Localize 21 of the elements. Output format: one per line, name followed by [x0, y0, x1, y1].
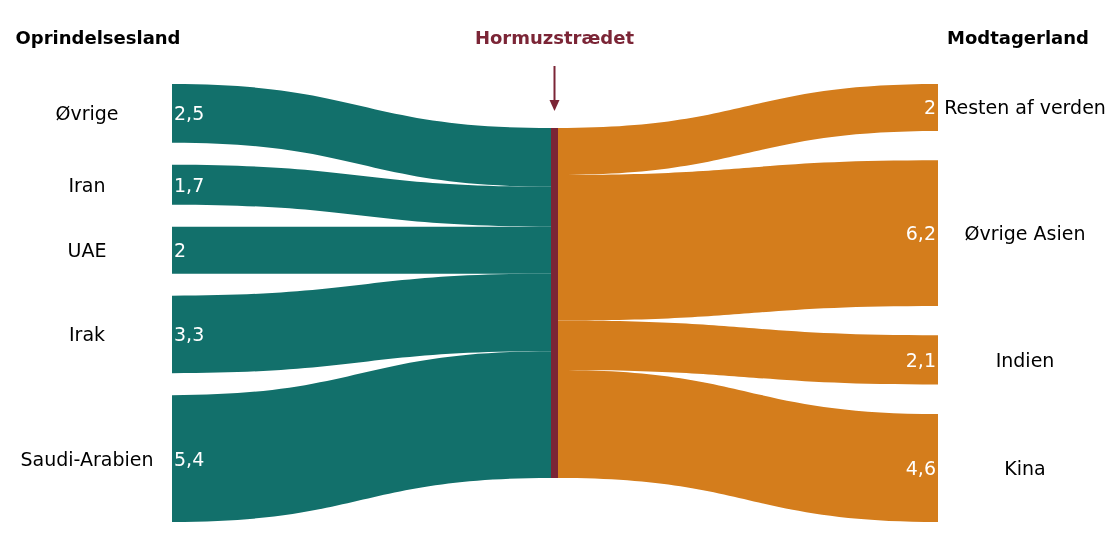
- category-label: Øvrige Asien: [964, 222, 1086, 245]
- text: Modtagerland: [947, 26, 1089, 48]
- category-label: Indien: [995, 348, 1055, 371]
- data-label: 1,7: [174, 173, 205, 196]
- category-label: Irak: [68, 323, 106, 346]
- data-label: 6,2: [905, 222, 936, 245]
- text: Oprindelsesland: [15, 26, 181, 48]
- category-label: Resten af verden: [944, 96, 1106, 119]
- category-label: UAE: [67, 239, 107, 262]
- data-label: 3,3: [174, 323, 205, 346]
- data-label: 2: [923, 96, 936, 119]
- category-label: Øvrige: [55, 102, 119, 125]
- category-label: Saudi-Arabien: [20, 447, 154, 470]
- data-label: 5,4: [174, 447, 205, 470]
- text: Hormuzstrædet: [474, 26, 635, 48]
- data-label: 2: [174, 239, 187, 262]
- data-label: 2,1: [905, 348, 936, 371]
- category-label: Iran: [68, 173, 106, 196]
- category-label: Kina: [1004, 456, 1046, 479]
- data-label: 2,5: [174, 102, 205, 125]
- data-label: 4,6: [905, 456, 936, 479]
